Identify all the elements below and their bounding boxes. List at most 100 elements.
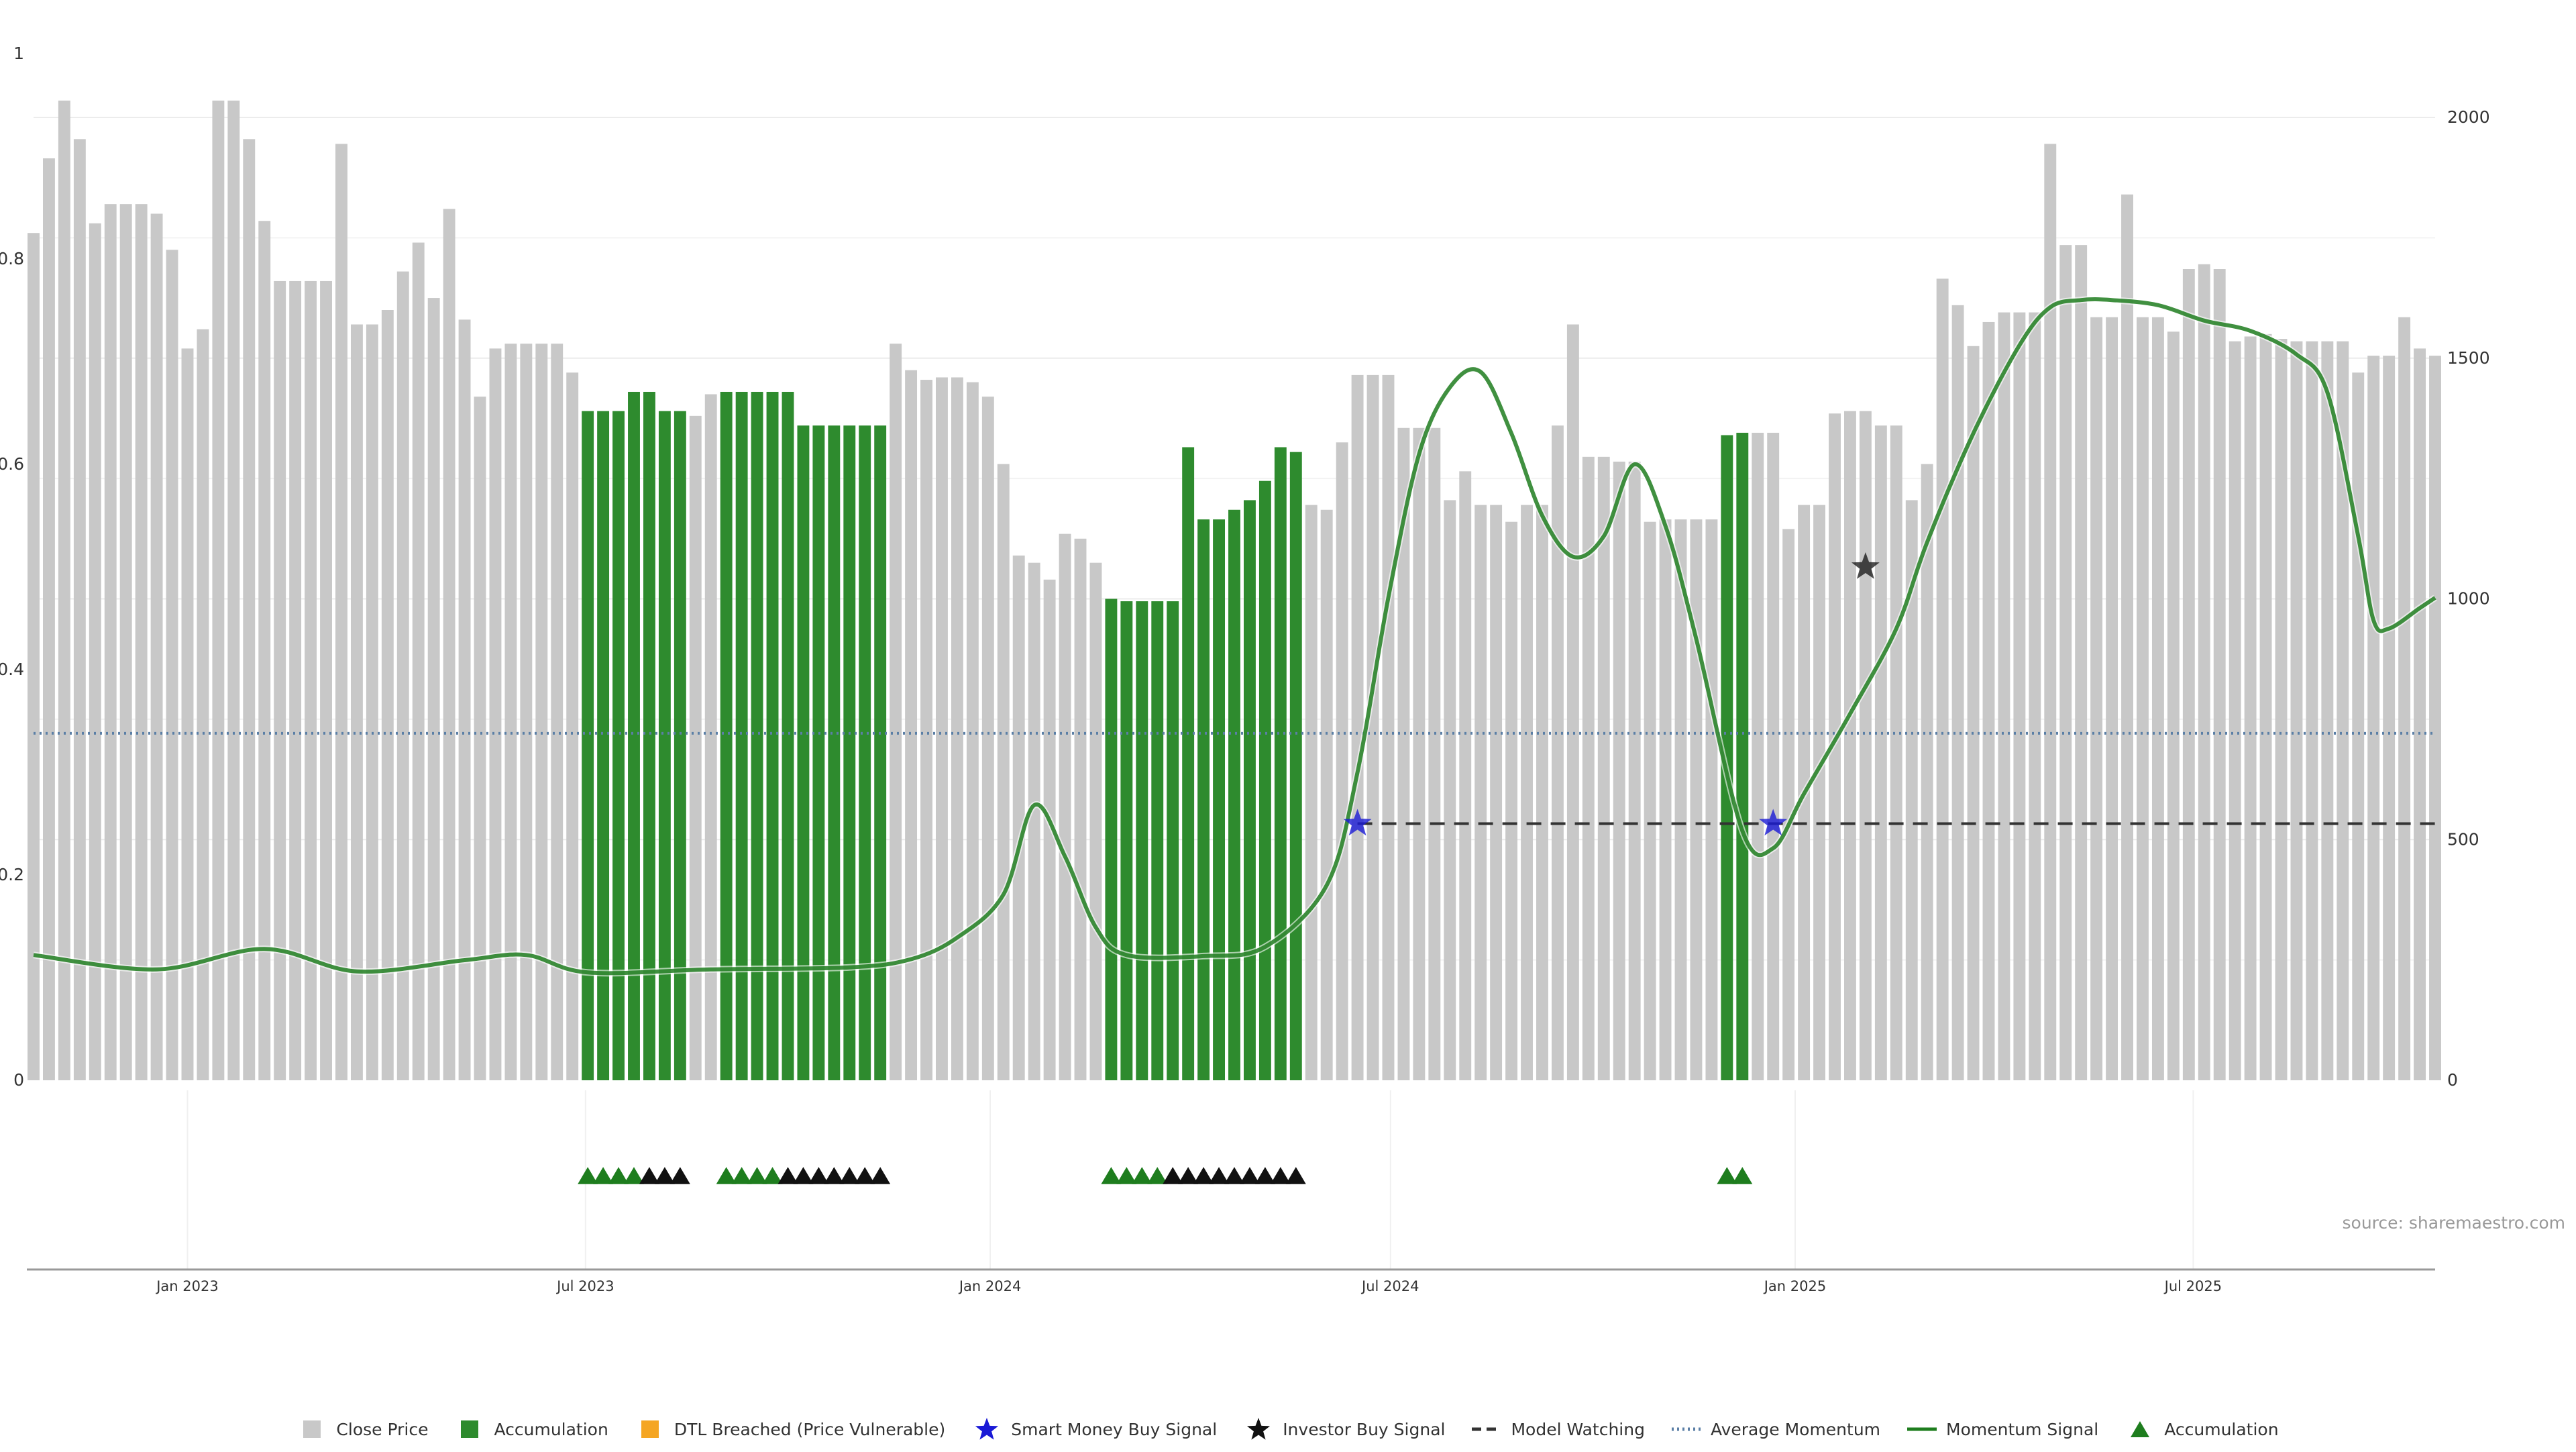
accumulation-marker-green xyxy=(1116,1167,1137,1184)
accumulation-bar xyxy=(1197,519,1210,1080)
legend-label: Smart Money Buy Signal xyxy=(1011,1419,1218,1439)
right-tick-label: 1000 xyxy=(2447,589,2490,609)
legend-label: DTL Breached (Price Vulnerable) xyxy=(674,1419,946,1439)
close-price-bar xyxy=(1859,411,1872,1080)
close-price-bar xyxy=(1905,500,1918,1080)
close-price-bar xyxy=(2198,264,2210,1080)
close-price-bar xyxy=(243,139,256,1081)
legend-label: Close Price xyxy=(336,1419,429,1439)
accumulation-bar xyxy=(612,411,625,1080)
close-price-bar xyxy=(2137,317,2149,1081)
close-price-bar xyxy=(566,372,579,1080)
accumulation-bar xyxy=(766,391,779,1080)
close-price-bar xyxy=(1644,521,1656,1080)
close-price-bar xyxy=(1320,509,1333,1080)
accumulation-marker-black xyxy=(1209,1167,1230,1184)
legend-swatch xyxy=(455,1417,484,1441)
close-price-bar xyxy=(2306,341,2318,1081)
close-price-bar xyxy=(1521,505,1533,1080)
close-price-bar xyxy=(2213,269,2226,1081)
legend-label: Average Momentum xyxy=(1710,1419,1881,1439)
close-price-bar xyxy=(1505,521,1518,1080)
close-price-bar xyxy=(1459,471,1472,1080)
left-tick-label: 1 xyxy=(13,44,24,63)
left-tick-label: 0.6 xyxy=(0,454,24,474)
close-price-bar xyxy=(28,233,40,1081)
close-price-bar xyxy=(1444,500,1456,1080)
accumulation-bar xyxy=(1289,452,1302,1080)
close-price-bar xyxy=(2090,317,2103,1081)
accumulation-marker-green xyxy=(747,1167,767,1184)
x-tick-label: Jul 2024 xyxy=(1360,1278,1419,1294)
close-price-bar xyxy=(920,380,932,1080)
close-price-bar xyxy=(1536,505,1548,1080)
legend-item[interactable]: Average Momentum xyxy=(1671,1417,1881,1441)
accumulation-bar xyxy=(1182,447,1195,1080)
close-price-bar xyxy=(1043,579,1056,1080)
left-tick-label: 0 xyxy=(13,1070,24,1090)
accumulation-marker-black xyxy=(777,1167,798,1184)
close-price-bar xyxy=(1967,346,1980,1080)
close-price-bar xyxy=(1566,324,1579,1080)
legend-swatch xyxy=(1472,1417,1502,1441)
left-tick-label: 0.8 xyxy=(0,249,24,268)
legend-swatch xyxy=(1907,1417,1937,1441)
accumulation-marker-black xyxy=(1163,1167,1183,1184)
accumulation-marker-black xyxy=(1239,1167,1260,1184)
x-tick-label: Jan 2025 xyxy=(1763,1278,1827,1294)
smart-money-buy-star xyxy=(1343,809,1372,836)
close-price-bar xyxy=(1982,321,1995,1080)
close-price-bar xyxy=(150,213,163,1080)
accumulation-bar xyxy=(1721,435,1733,1080)
close-price-bar xyxy=(1428,427,1441,1080)
accumulation-bar xyxy=(674,411,686,1080)
accumulation-bar xyxy=(1151,601,1164,1080)
close-price-bar xyxy=(227,100,240,1081)
close-price-bar xyxy=(1474,505,1487,1080)
close-price-bar xyxy=(1767,432,1780,1080)
legend-swatch xyxy=(1244,1417,1273,1441)
close-price-bar xyxy=(1936,278,1949,1080)
close-price-bar xyxy=(2367,356,2380,1080)
close-price-bar xyxy=(119,204,132,1080)
close-price-bar xyxy=(966,382,979,1080)
close-price-bar xyxy=(1012,555,1025,1080)
accumulation-bar xyxy=(658,411,671,1080)
close-price-bar xyxy=(704,394,717,1080)
accumulation-marker-black xyxy=(793,1167,814,1184)
legend: Close Price Accumulation DTL Breached (Pri… xyxy=(0,1412,2576,1446)
x-tick-label: Jan 2023 xyxy=(155,1278,219,1294)
right-tick-label: 2000 xyxy=(2447,107,2490,127)
close-price-bar xyxy=(166,250,178,1080)
legend-item[interactable]: Close Price xyxy=(297,1417,428,1441)
legend-item[interactable]: Smart Money Buy Signal xyxy=(972,1417,1217,1441)
accumulation-bar xyxy=(1213,519,1226,1080)
x-tick-label: Jan 2024 xyxy=(958,1278,1022,1294)
close-price-bar xyxy=(1059,533,1071,1080)
close-price-bar xyxy=(1752,432,1764,1080)
close-price-bar xyxy=(504,344,517,1080)
legend-item[interactable]: Investor Buy Signal xyxy=(1244,1417,1445,1441)
legend-item[interactable]: Model Watching xyxy=(1472,1417,1645,1441)
close-price-bar xyxy=(289,280,302,1081)
legend-label: Accumulation xyxy=(494,1419,608,1439)
accumulation-bar xyxy=(643,391,655,1080)
legend-item[interactable]: Accumulation xyxy=(455,1417,608,1441)
legend-item[interactable]: Accumulation xyxy=(2125,1417,2279,1441)
close-price-bar xyxy=(443,209,455,1081)
legend-item[interactable]: DTL Breached (Price Vulnerable) xyxy=(635,1417,945,1441)
accumulation-marker-green xyxy=(1147,1167,1168,1184)
close-price-bar xyxy=(258,221,271,1081)
accumulation-bar xyxy=(1274,447,1287,1080)
close-price-bar xyxy=(905,370,918,1080)
accumulation-marker-green xyxy=(578,1167,598,1184)
close-price-bar xyxy=(104,204,117,1080)
close-price-bar xyxy=(2167,331,2180,1081)
close-price-bar xyxy=(474,397,486,1080)
legend-swatch xyxy=(972,1417,1002,1441)
close-price-bar xyxy=(2121,194,2133,1080)
accumulation-bar xyxy=(720,391,733,1080)
legend-item[interactable]: Momentum Signal xyxy=(1907,1417,2098,1441)
close-price-bar xyxy=(1305,505,1318,1080)
